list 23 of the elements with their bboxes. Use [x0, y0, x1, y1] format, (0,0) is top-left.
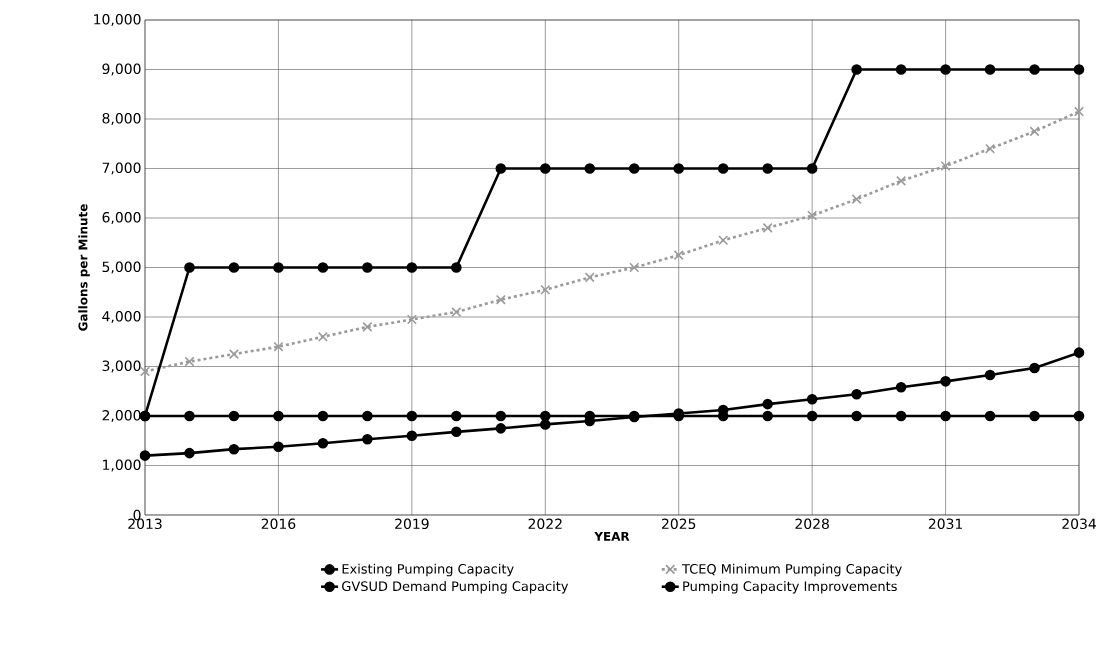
y-tick-label: 7,000: [102, 162, 141, 175]
y-tick-label: 5,000: [102, 261, 141, 274]
y-axis-title: Gallons per Minute: [78, 204, 90, 331]
y-tick-label: 8,000: [102, 113, 141, 125]
x-tick-label: 2016: [261, 518, 296, 530]
x-tick-label: 2028: [795, 518, 829, 530]
y-tick-label: 9,000: [102, 63, 141, 76]
x-tick-label: 2025: [661, 518, 696, 530]
y-tick-label: 6,000: [102, 212, 141, 224]
x-tick-label: 2031: [928, 518, 963, 530]
x-tick-label: 2034: [1062, 518, 1096, 530]
y-tick-label: 2,000: [102, 410, 141, 422]
y-tick-label: 4,000: [102, 311, 141, 323]
x-tick-label: 2022: [528, 518, 562, 530]
legend-label: Existing Pumping Capacity: [342, 563, 514, 577]
legend-label: GVSUD Demand Pumping Capacity: [342, 581, 569, 594]
y-tick-label: 10,000: [94, 14, 141, 26]
legend-label: TCEQ Minimum Pumping Capacity: [682, 563, 902, 577]
x-axis-title: YEAR: [594, 531, 630, 541]
legend-label: Pumping Capacity Improvements: [683, 581, 897, 594]
x-tick-label: 2019: [395, 518, 429, 530]
y-tick-label: 1,000: [103, 459, 141, 472]
y-tick-label: 3,000: [102, 360, 141, 373]
